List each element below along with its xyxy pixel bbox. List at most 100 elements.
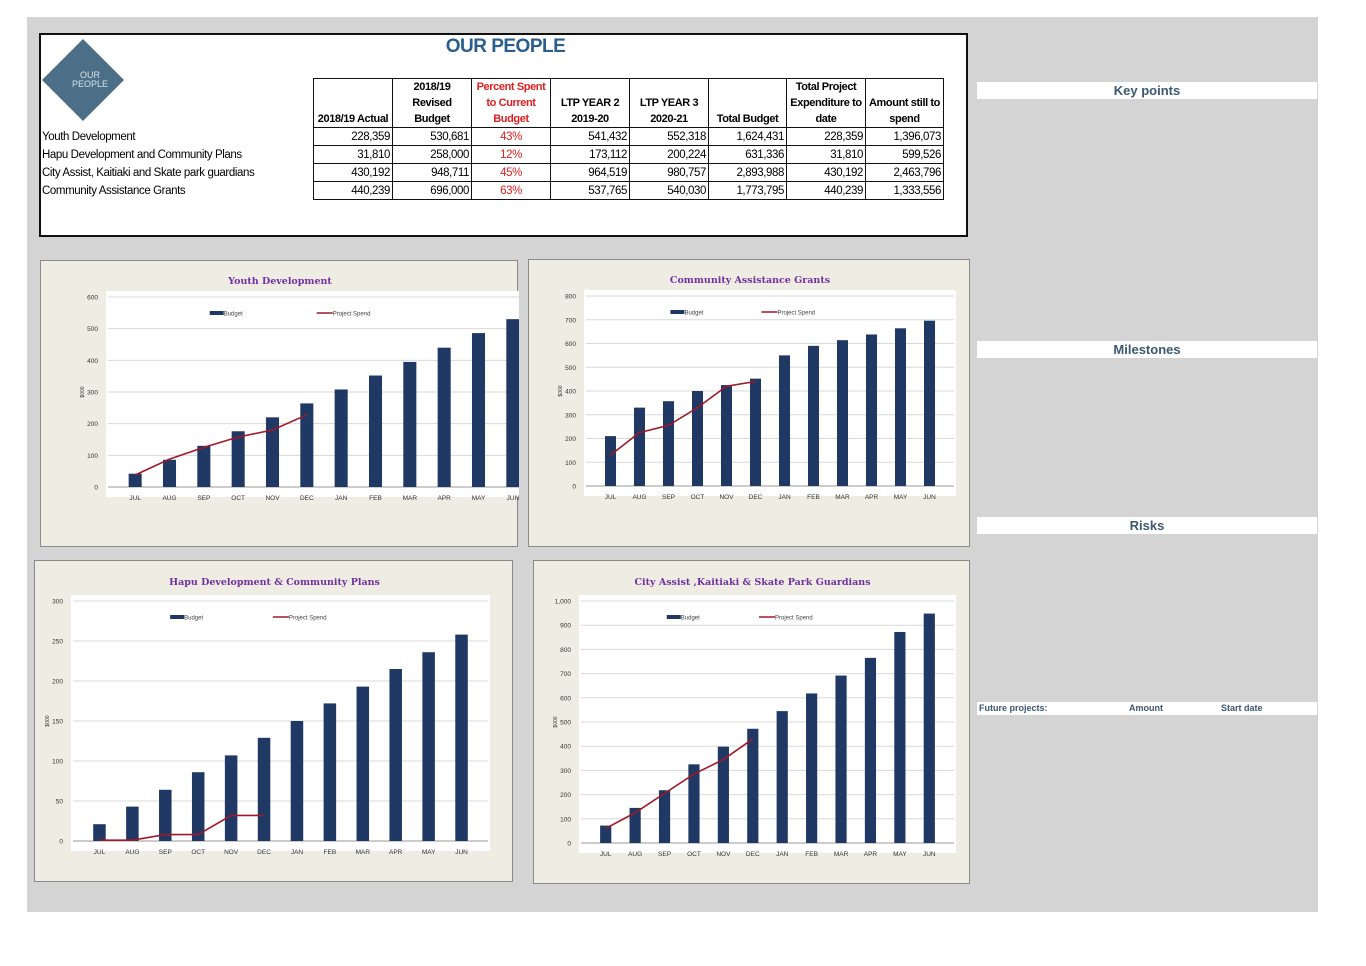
col-header: Amount still to spend xyxy=(865,78,944,128)
x-tick-label: FEB xyxy=(324,849,337,856)
y-tick-label: 0 xyxy=(567,841,571,848)
table-cell: 31,810 xyxy=(786,145,866,164)
table-cell: 45% xyxy=(471,163,551,182)
y-tick-label: 800 xyxy=(560,647,571,654)
row-label: Community Assistance Grants xyxy=(42,184,186,197)
y-tick-label: 400 xyxy=(87,358,98,365)
y-tick-label: 0 xyxy=(94,485,98,492)
x-tick-label: DEC xyxy=(746,851,760,858)
chart-title: City Assist ,Kaitiaki & Skate Park Guard… xyxy=(634,577,870,588)
x-tick-label: SEP xyxy=(662,494,675,501)
y-tick-label: 200 xyxy=(52,679,63,686)
bar xyxy=(864,657,877,843)
risks-header: Risks xyxy=(977,517,1317,534)
table-cell: 228,359 xyxy=(786,127,866,146)
bar xyxy=(403,361,417,487)
spend-line xyxy=(610,380,756,456)
x-tick-label: OCT xyxy=(687,851,701,858)
bar xyxy=(717,746,729,843)
page-title: OUR PEOPLE xyxy=(445,36,566,57)
y-axis-label: $000 xyxy=(558,385,564,396)
table-cell: 599,526 xyxy=(865,145,944,164)
y-axis-label: $000 xyxy=(45,715,51,726)
x-tick-label: OCT xyxy=(231,495,245,502)
bar xyxy=(778,355,791,486)
chart-panel-community-grants: Community Assistance Grants 0 100 200 300 400… xyxy=(528,259,970,547)
y-tick-label: 300 xyxy=(52,599,63,606)
y-tick-label: 600 xyxy=(560,695,571,702)
spend-line xyxy=(99,814,265,842)
legend-label-spend: Project Spend xyxy=(777,311,815,317)
y-tick-label: 0 xyxy=(59,839,63,846)
table-cell: 228,359 xyxy=(313,127,393,146)
bar xyxy=(629,807,641,843)
x-tick-label: DEC xyxy=(300,495,314,502)
x-tick-label: APR xyxy=(437,495,451,502)
y-tick-label: 300 xyxy=(560,768,571,775)
x-tick-label: AUG xyxy=(162,495,176,502)
bar xyxy=(126,806,139,841)
x-tick-label: APR xyxy=(865,494,879,501)
bar xyxy=(894,631,906,843)
bar xyxy=(231,431,245,487)
key-points-header: Key points xyxy=(977,82,1317,99)
bar xyxy=(159,789,172,841)
bar xyxy=(923,613,935,843)
bar xyxy=(422,652,435,841)
y-tick-label: 100 xyxy=(565,460,576,467)
start-date-label: Start date xyxy=(1221,703,1263,713)
col-header: Total Project Expenditure to date xyxy=(786,78,866,128)
chart-panel-hapu-development: Hapu Development & Community Plans 0 50 100… xyxy=(34,560,513,882)
x-tick-label: DEC xyxy=(749,494,763,501)
bar xyxy=(356,686,370,841)
bar xyxy=(368,375,383,487)
table-cell: 948,711 xyxy=(392,163,472,182)
x-tick-label: MAY xyxy=(472,495,486,502)
table-cell: 258,000 xyxy=(392,145,472,164)
x-tick-label: NOV xyxy=(265,495,280,502)
x-tick-label: NOV xyxy=(719,494,734,501)
bar xyxy=(662,401,675,486)
summary-panel: OUR PEOPLE OUR PEOPLE 2018/19 Actual 201… xyxy=(39,33,968,237)
table-cell: 440,239 xyxy=(313,181,393,200)
plot-area xyxy=(579,595,956,853)
x-tick-label: FEB xyxy=(807,494,820,501)
spend-line xyxy=(605,738,754,830)
bar xyxy=(197,445,211,487)
y-axis-label: $000 xyxy=(80,386,86,397)
table-cell: 964,519 xyxy=(550,163,630,182)
x-tick-label: MAR xyxy=(835,494,850,501)
x-tick-label: JUL xyxy=(129,495,141,502)
y-tick-label: 150 xyxy=(52,719,63,726)
bar xyxy=(749,378,762,486)
bar xyxy=(455,634,468,841)
bar xyxy=(437,347,451,487)
y-tick-label: 800 xyxy=(565,294,576,301)
bar xyxy=(835,675,847,843)
bar xyxy=(776,711,788,843)
x-tick-label: JAN xyxy=(778,494,791,501)
table-header-row: 2018/19 Actual 2018/19 Revised Budget Pe… xyxy=(41,78,944,128)
chart-youth-development: Youth Development 0 100 200 300 400 500 600 $000… xyxy=(80,276,519,502)
col-header: Percent Spent to Current Budget xyxy=(471,78,551,128)
bar xyxy=(93,824,106,841)
bar xyxy=(334,389,348,487)
table-cell: 1,624,431 xyxy=(708,127,787,146)
chart-hapu-development: Hapu Development & Community Plans 0 50 100… xyxy=(45,577,490,856)
legend-swatch-budget xyxy=(666,615,681,619)
y-tick-label: 700 xyxy=(560,671,571,678)
y-tick-label: 1,000 xyxy=(555,599,572,606)
x-tick-label: MAR xyxy=(834,851,849,858)
x-tick-label: MAR xyxy=(356,849,371,856)
x-tick-label: OCT xyxy=(191,849,205,856)
plot-area xyxy=(584,290,956,496)
bar xyxy=(633,407,646,486)
bar xyxy=(747,728,759,843)
table-cell: 200,224 xyxy=(629,145,709,164)
table-row: Community Assistance Grants 440,239 696,00… xyxy=(41,181,944,200)
x-tick-label: APR xyxy=(864,851,878,858)
x-tick-label: JAN xyxy=(291,849,304,856)
budget-table: 2018/19 Actual 2018/19 Revised Budget Pe… xyxy=(41,78,944,200)
bar xyxy=(807,345,820,486)
milestones-header: Milestones xyxy=(977,341,1317,358)
